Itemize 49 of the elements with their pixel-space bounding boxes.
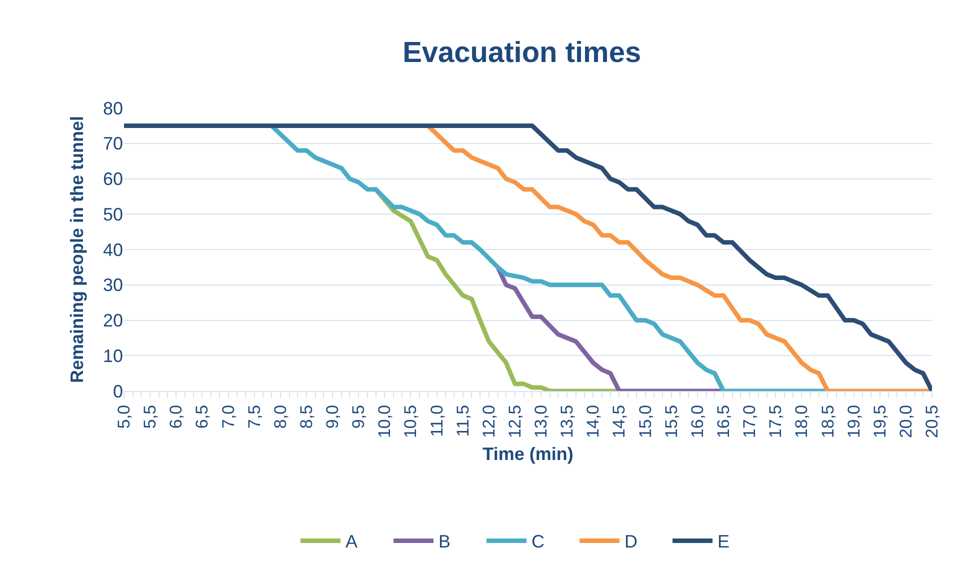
legend-label: A bbox=[346, 532, 358, 552]
y-axis-title: Remaining people in the tunnel bbox=[67, 116, 88, 384]
x-tick-label: 7,0 bbox=[218, 404, 238, 429]
x-tick-label: 19,0 bbox=[844, 404, 864, 438]
x-tick-label: 12,5 bbox=[505, 404, 524, 438]
x-tick-label: 9,5 bbox=[349, 404, 368, 429]
x-tick-label: 15,5 bbox=[662, 404, 681, 438]
y-tick-label: 80 bbox=[102, 98, 123, 118]
legend-label: D bbox=[624, 532, 638, 552]
y-tick-label: 20 bbox=[102, 310, 123, 331]
legend-label: E bbox=[718, 532, 730, 552]
x-tick-label: 14,5 bbox=[610, 404, 629, 438]
x-tick-label: 18,5 bbox=[818, 404, 838, 438]
legend-label: B bbox=[438, 532, 451, 552]
y-tick-label: 10 bbox=[102, 346, 123, 366]
x-tick-label: 15,0 bbox=[636, 404, 655, 438]
x-tick-label: 10,5 bbox=[401, 404, 420, 438]
x-tick-label: 5,5 bbox=[140, 404, 160, 429]
y-tick-label: 30 bbox=[102, 275, 123, 296]
y-tick-label: 60 bbox=[102, 169, 123, 190]
x-tick-label: 16,0 bbox=[688, 404, 707, 438]
x-tick-label: 20,5 bbox=[922, 404, 942, 438]
x-tick-label: 6,0 bbox=[166, 404, 186, 429]
x-tick-label: 8,5 bbox=[296, 404, 316, 429]
x-tick-label: 6,5 bbox=[192, 404, 212, 429]
y-tick-label: 0 bbox=[112, 381, 123, 402]
y-tick-label: 70 bbox=[102, 134, 123, 154]
x-tick-label: 5,0 bbox=[114, 404, 134, 429]
x-tick-label: 20,0 bbox=[896, 404, 916, 438]
x-tick-label: 13,5 bbox=[558, 404, 577, 438]
x-tick-label: 10,0 bbox=[375, 404, 394, 438]
y-tick-label: 50 bbox=[102, 204, 123, 224]
x-tick-label: 17,0 bbox=[740, 404, 760, 438]
legend-label: C bbox=[532, 532, 544, 552]
y-tick-label: 40 bbox=[102, 240, 123, 260]
x-tick-label: 16,5 bbox=[714, 404, 734, 438]
x-tick-label: 12,0 bbox=[479, 404, 498, 438]
x-tick-label: 18,0 bbox=[792, 404, 812, 438]
x-tick-label: 9,0 bbox=[323, 404, 342, 429]
x-tick-label: 17,5 bbox=[766, 404, 786, 438]
x-axis-title: Time (min) bbox=[482, 444, 574, 464]
x-tick-label: 11,5 bbox=[453, 404, 472, 437]
x-tick-label: 19,5 bbox=[870, 404, 890, 438]
x-tick-label: 13,0 bbox=[532, 404, 551, 438]
x-tick-label: 14,0 bbox=[584, 404, 603, 438]
x-tick-label: 8,0 bbox=[270, 404, 290, 429]
chart-title: Evacuation times bbox=[402, 37, 642, 70]
x-tick-label: 11,0 bbox=[427, 404, 446, 437]
x-tick-label: 7,5 bbox=[244, 404, 264, 429]
